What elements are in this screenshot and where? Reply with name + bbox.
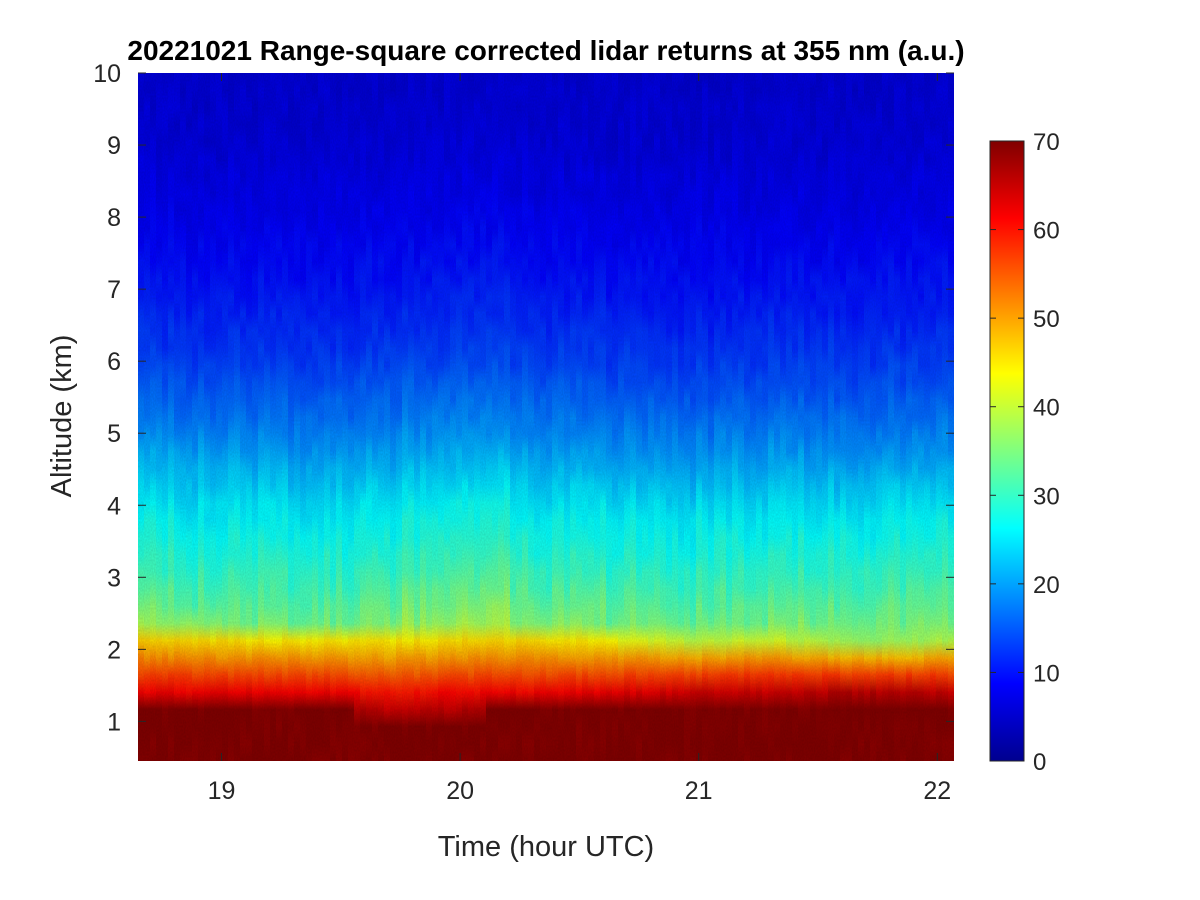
y-axis: 1 2 3 4 5 6 7 8 9 10 [93,60,954,736]
colorbar-tick-label: 0 [1033,749,1046,776]
y-tick-label: 4 [107,492,121,520]
colorbar-tick-label: 40 [1033,395,1060,422]
colorbar-gradient [989,140,1025,762]
x-axis-label: Time (hour UTC) [438,831,654,863]
plot-area [138,73,954,761]
colorbar-tick-label: 70 [1033,129,1060,156]
y-tick-label: 3 [107,564,121,592]
colorbar-tick-label: 60 [1033,218,1060,245]
y-tick-label: 9 [107,132,121,160]
y-tick-label: 5 [107,420,121,448]
y-tick-label: 1 [107,708,121,736]
y-tick-label: 8 [107,204,121,232]
colorbar-tick-label: 20 [1033,572,1060,599]
y-tick-label: 2 [107,636,121,664]
colorbar-tick-label: 30 [1033,483,1060,510]
x-tick-label: 21 [685,777,713,805]
y-tick-label: 7 [107,276,121,304]
noise-overlay [138,73,954,761]
x-tick-label: 22 [923,777,951,805]
colorbar-tick-label: 50 [1033,306,1060,333]
colorbar: 0 10 20 30 40 50 60 70 [989,129,1060,776]
chart-title: 20221021 Range-square corrected lidar re… [127,35,964,66]
colorbar-tick-label: 10 [1033,660,1060,687]
colorbar-ticks: 0 10 20 30 40 50 60 70 [990,129,1060,776]
x-axis: 19 20 21 22 [208,73,951,805]
x-tick-label: 19 [208,777,236,805]
y-axis-label: Altitude (km) [46,335,78,498]
x-tick-label: 20 [446,777,474,805]
y-tick-label: 6 [107,348,121,376]
y-tick-label: 10 [93,60,121,88]
